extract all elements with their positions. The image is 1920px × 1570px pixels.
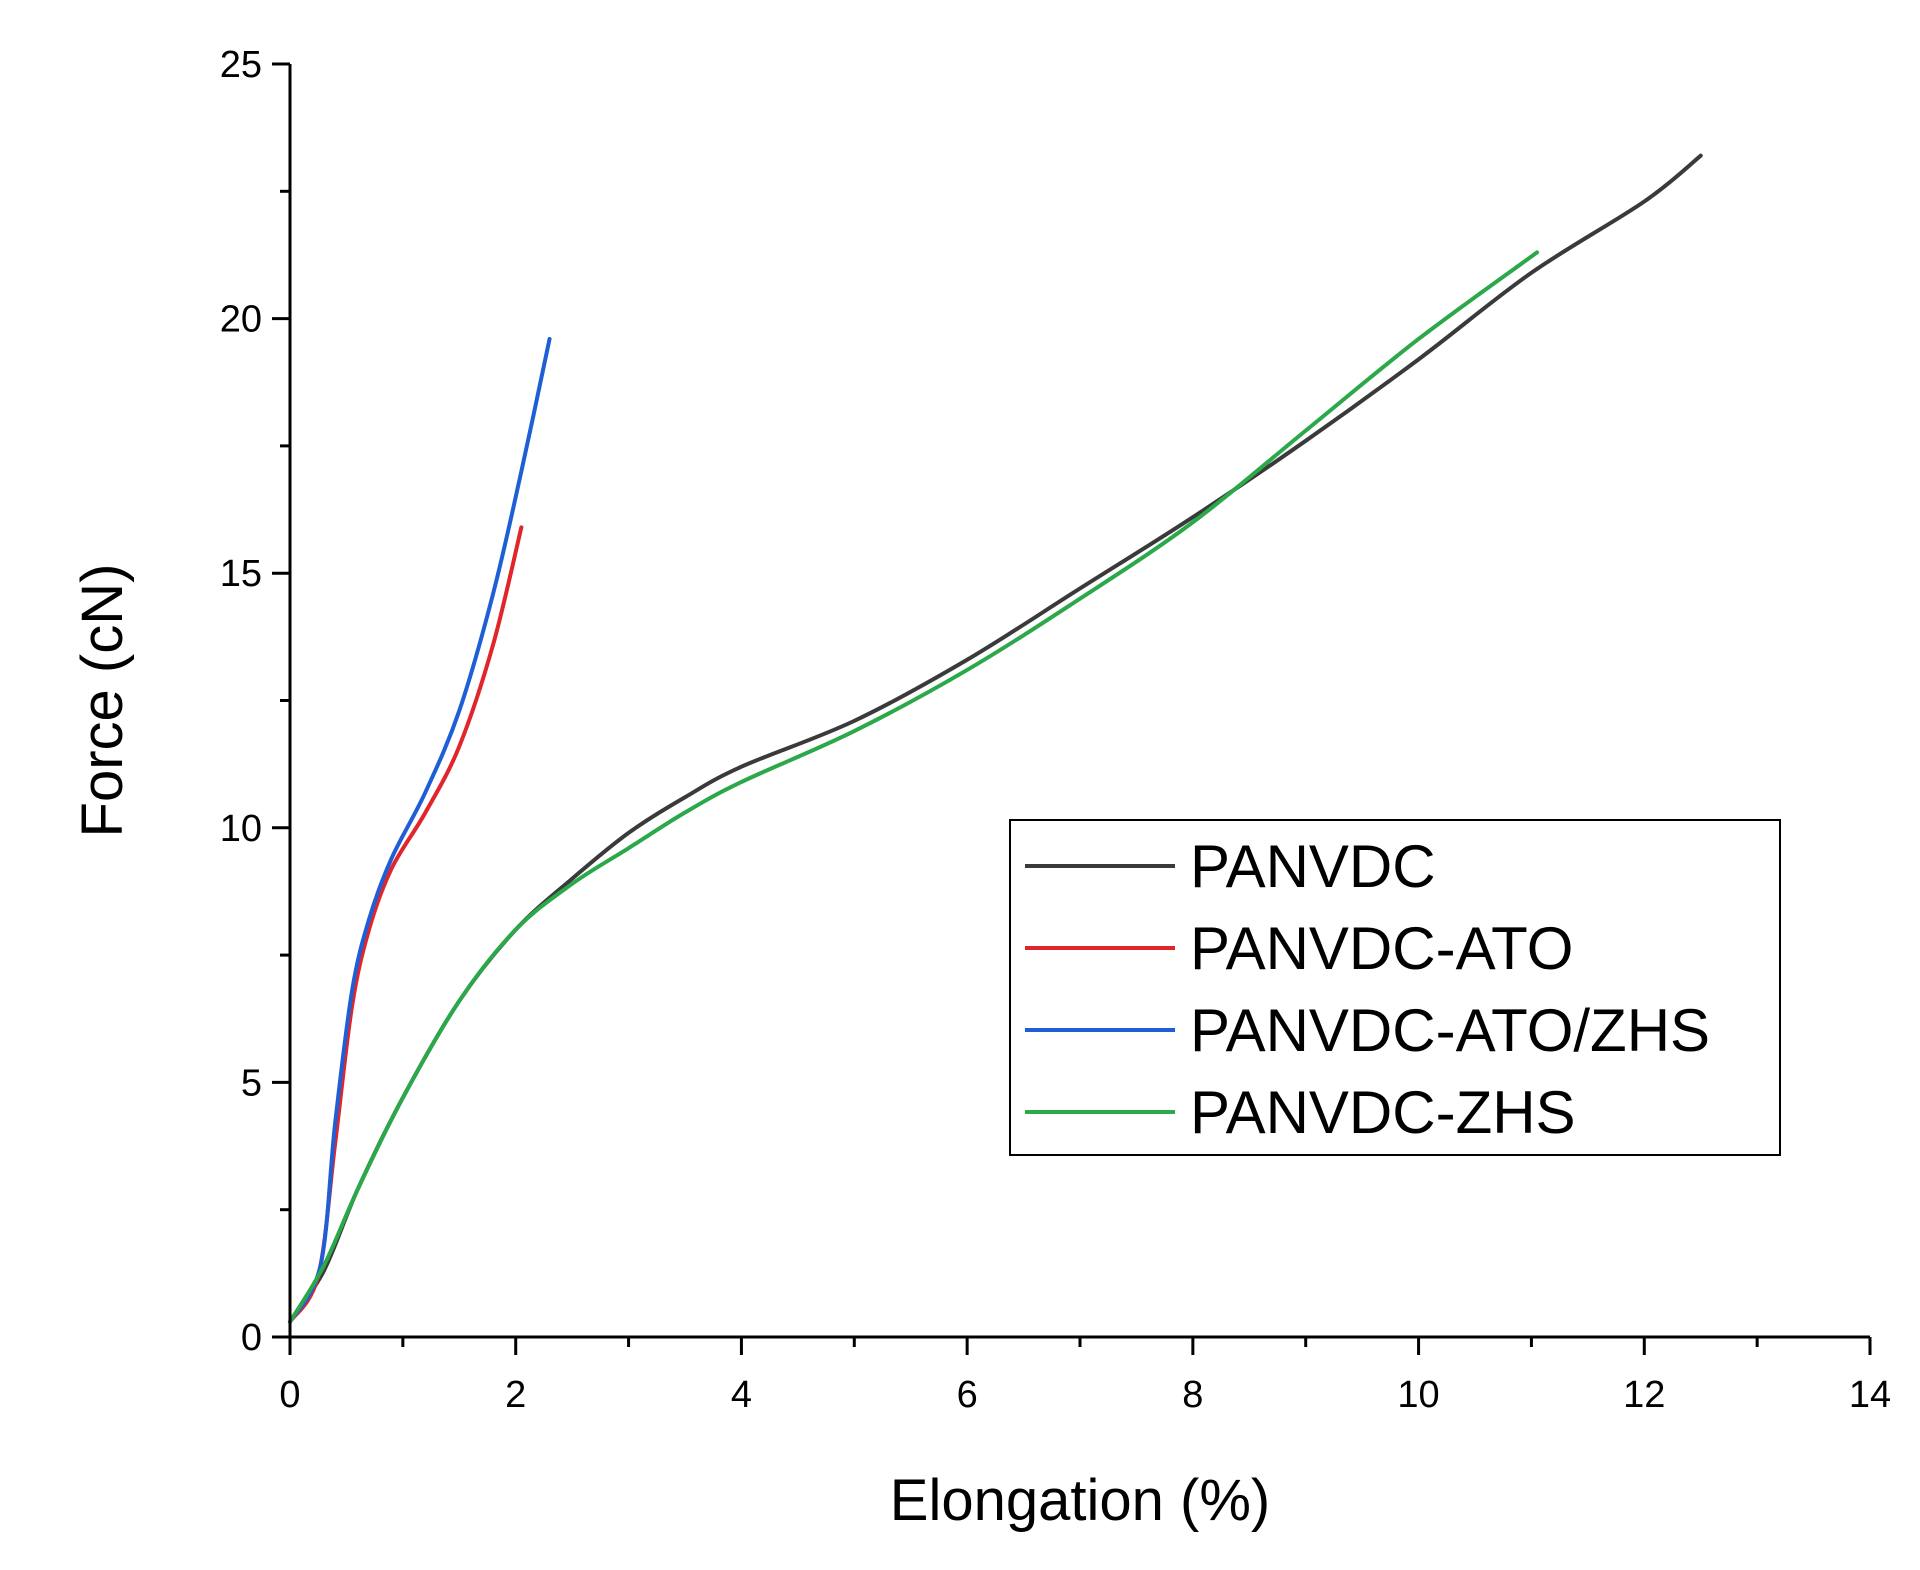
x-tick-label: 0 — [279, 1374, 300, 1416]
y-tick-label: 0 — [241, 1317, 262, 1359]
x-tick-label: 14 — [1849, 1374, 1891, 1416]
y-tick-label: 5 — [241, 1062, 262, 1104]
y-tick-label: 20 — [220, 299, 262, 341]
legend-label-panvdc-ato-zhs: PANVDC-ATO/ZHS — [1190, 997, 1710, 1064]
series-line-panvdc-ato — [288, 525, 524, 1324]
x-tick-label: 10 — [1397, 1374, 1439, 1416]
x-tick-label: 8 — [1182, 1374, 1203, 1416]
x-axis-title: Elongation (%) — [890, 1468, 1270, 1533]
y-tick-label: 25 — [220, 44, 262, 86]
legend-box — [1009, 819, 1781, 1156]
legend-label-panvdc-ato: PANVDC-ATO — [1190, 915, 1573, 982]
series-layer — [288, 153, 1703, 1324]
series-line-panvdc-zhs — [288, 250, 1540, 1324]
x-tick-label: 6 — [957, 1374, 978, 1416]
legend: PANVDC PANVDC-ATO PANVDC-ATO/ZHS PANVDC-ZHS — [1009, 819, 1781, 1156]
legend-label-panvdc: PANVDC — [1190, 833, 1436, 900]
y-tick-label: 10 — [220, 808, 262, 850]
x-tick-label: 4 — [731, 1374, 752, 1416]
y-axis-title: Force (cN) — [70, 564, 135, 838]
ticks-layer: 0 2 4 6 8 10 12 14 0 5 10 15 20 25 — [220, 44, 1891, 1416]
legend-label-panvdc-zhs: PANVDC-ZHS — [1190, 1079, 1576, 1146]
y-tick-label: 15 — [220, 553, 262, 595]
x-tick-label: 12 — [1623, 1374, 1665, 1416]
series-line-panvdc-ato-zhs — [288, 336, 552, 1324]
x-tick-label: 2 — [505, 1374, 526, 1416]
